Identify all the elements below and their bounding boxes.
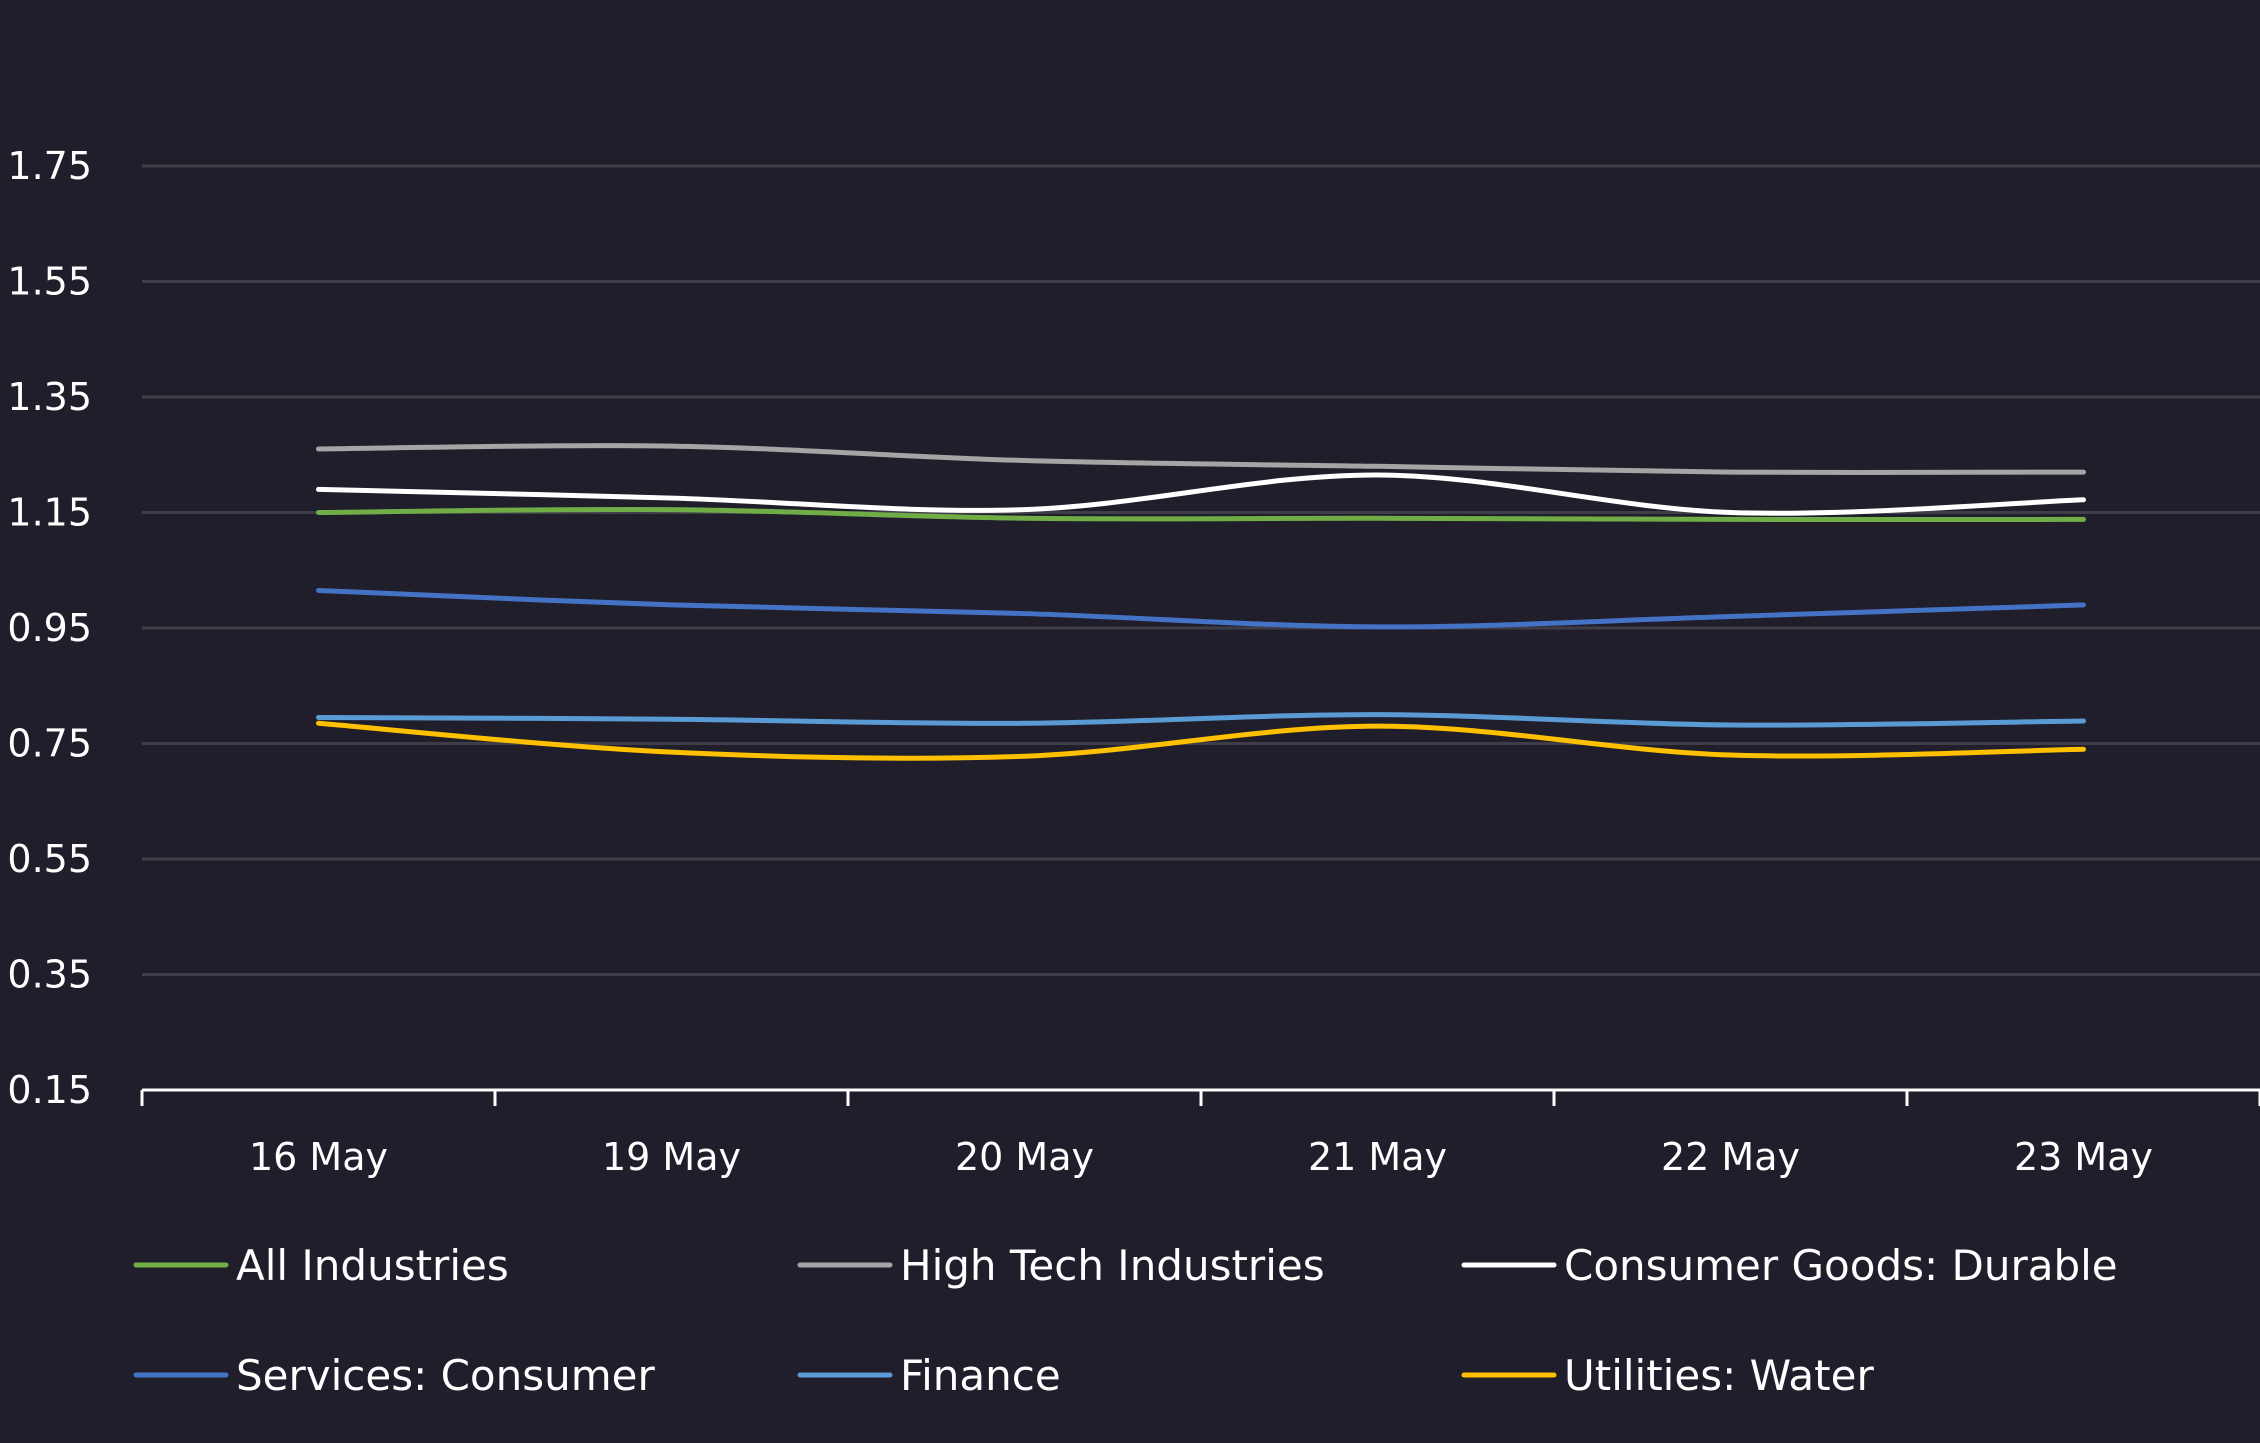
legend-label: Finance [900, 1351, 1061, 1400]
x-tick-label: 22 May [1661, 1135, 1800, 1179]
y-tick-label: 1.75 [7, 144, 92, 188]
series-line-utilities-water [316, 720, 2086, 761]
x-axis [140, 1088, 2260, 1106]
legend-item-consumer-goods-durable: Consumer Goods: Durable [1461, 1241, 2118, 1290]
x-axis-tick-labels: 16 May 19 May 20 May 21 May 22 May 23 May [249, 1135, 2153, 1179]
gridlines [142, 164, 2260, 976]
y-tick-label: 0.15 [7, 1068, 92, 1112]
legend-label: High Tech Industries [900, 1241, 1325, 1290]
legend-item-finance: Finance [797, 1351, 1061, 1400]
series-line-consumer-goods-durable [316, 472, 2086, 516]
legend-item-utilities-water: Utilities: Water [1461, 1351, 1874, 1400]
y-tick-label: 1.55 [7, 260, 92, 304]
x-tick-label: 16 May [249, 1135, 388, 1179]
x-tick-label: 19 May [602, 1135, 741, 1179]
series-line-all-industries [316, 506, 2086, 523]
legend-item-all-industries: All Industries [133, 1241, 509, 1290]
y-axis-tick-labels: 0.15 0.35 0.55 0.75 0.95 1.15 1.35 1.55 1.75 [7, 144, 92, 1112]
x-tick-label: 20 May [955, 1135, 1094, 1179]
legend-item-high-tech-industries: High Tech Industries [797, 1241, 1325, 1290]
y-tick-label: 1.15 [7, 491, 92, 535]
y-tick-label: 0.95 [7, 606, 92, 650]
series-line-high-tech-industries [316, 443, 2086, 476]
y-tick-label: 0.75 [7, 722, 92, 766]
legend-item-services-consumer: Services: Consumer [133, 1351, 656, 1400]
legend: All Industries High Tech Industries Consum… [133, 1241, 2118, 1400]
legend-label: Consumer Goods: Durable [1564, 1241, 2118, 1290]
legend-label: All Industries [236, 1241, 509, 1290]
x-tick-label: 21 May [1308, 1135, 1447, 1179]
series-line-services-consumer [316, 587, 2086, 630]
y-tick-label: 1.35 [7, 375, 92, 419]
x-tick-label: 23 May [2014, 1135, 2153, 1179]
y-tick-label: 0.55 [7, 837, 92, 881]
series-line-finance [316, 712, 2086, 728]
legend-label: Services: Consumer [236, 1351, 656, 1400]
y-tick-label: 0.35 [7, 953, 92, 997]
legend-label: Utilities: Water [1564, 1351, 1874, 1400]
series-lines [316, 443, 2086, 761]
